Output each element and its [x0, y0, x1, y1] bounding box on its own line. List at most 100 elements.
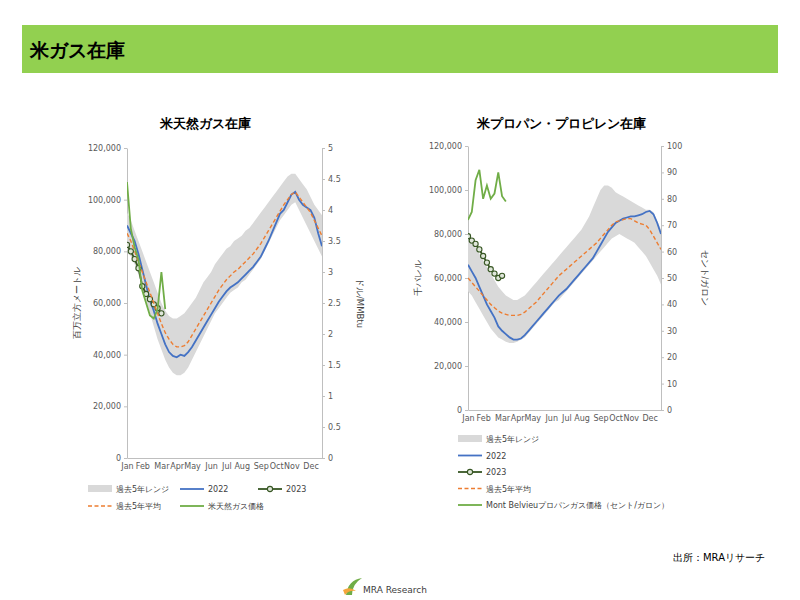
tick-label: 100: [667, 142, 682, 151]
tick-mark: [661, 199, 664, 200]
tick-label: Jan: [461, 414, 474, 423]
tick-label: 60: [667, 248, 677, 257]
tick-label: 60,000: [434, 274, 462, 283]
tick: Mar: [154, 462, 170, 471]
tick: Sep: [593, 414, 608, 423]
tick-mark: [124, 303, 127, 304]
legend-item: 2022: [458, 452, 506, 461]
tick: 120,000: [88, 144, 127, 153]
tick: Jan: [461, 414, 474, 423]
tick-label: 90: [667, 168, 677, 177]
tick: 0.5: [322, 423, 341, 432]
tick: 20: [661, 353, 677, 362]
y-axis: 020,00040,00060,00080,000100,000120,000: [429, 142, 469, 415]
tick-label: Mar: [154, 462, 170, 471]
legend-item: Mont Belvieuプロパンガス価格（セント/ガロン）: [458, 501, 669, 510]
tick-label: 1.5: [328, 361, 341, 370]
tick-label: May: [525, 414, 542, 423]
tick-mark: [124, 148, 127, 149]
tick: Aug: [574, 414, 590, 423]
marker: [481, 253, 486, 258]
tick-label: Jan: [120, 462, 133, 471]
tick: 3: [322, 268, 333, 277]
legend-swatch: [88, 505, 112, 506]
tick-label: 2.5: [328, 299, 341, 308]
tick-label: 0: [667, 406, 672, 415]
legend-swatch: [458, 455, 482, 457]
tick-mark: [661, 304, 664, 305]
tick-mark: [322, 179, 325, 180]
marker: [159, 311, 164, 316]
tick-mark: [322, 241, 325, 242]
tick: 5: [322, 144, 333, 153]
marker: [128, 249, 133, 254]
tick: 20,000: [434, 362, 468, 371]
tick: Mar: [495, 414, 511, 423]
legend-item: 2023: [458, 468, 506, 477]
tick: Dec: [642, 414, 657, 423]
tick-label: Oct: [609, 414, 623, 423]
tick: 3.5: [322, 237, 341, 246]
tick-label: 4: [328, 206, 333, 215]
tick: Nov: [284, 462, 300, 471]
tick: 4.5: [322, 175, 341, 184]
tick-mark: [661, 172, 664, 173]
series-line: [468, 211, 661, 340]
tick-mark: [124, 251, 127, 252]
tick-label: 80,000: [93, 247, 121, 256]
tick-label: 5: [328, 144, 333, 153]
tick-mark: [465, 190, 468, 191]
tick: Nov: [623, 414, 639, 423]
tick-mark: [124, 406, 127, 407]
tick-mark: [322, 272, 325, 273]
tick-label: 60,000: [93, 299, 121, 308]
tick: 40,000: [434, 318, 468, 327]
tick: Feb: [136, 462, 150, 471]
logo-text: MRA Research: [363, 585, 427, 595]
tick-label: Jun: [545, 414, 559, 423]
series-line: [468, 219, 661, 316]
tick: 1.5: [322, 361, 341, 370]
tick: May: [525, 414, 542, 423]
tick-label: 3: [328, 268, 333, 277]
tick: Dec: [303, 462, 318, 471]
legend-item: 過去5年レンジ: [458, 435, 539, 444]
legend-label: 過去5年平均: [116, 502, 161, 511]
tick-label: 100,000: [88, 196, 121, 205]
tick: Apr: [170, 462, 185, 471]
tick: 40,000: [93, 351, 127, 360]
tick: Jan: [120, 462, 133, 471]
tick-mark: [465, 366, 468, 367]
legend-label: 過去5年平均: [486, 485, 531, 494]
legend-label: 米天然ガス価格: [208, 502, 264, 511]
tick: 1: [322, 392, 333, 401]
tick: 4: [322, 206, 333, 215]
y2-axis-title: セント/ガロン: [700, 250, 710, 307]
tick-label: Aug: [574, 414, 590, 423]
tick: May: [184, 462, 201, 471]
tick: 120,000: [429, 142, 468, 151]
tick: Aug: [234, 462, 250, 471]
legend-swatch: [180, 505, 204, 507]
tick: 60,000: [93, 299, 127, 308]
tick-label: 40,000: [434, 318, 462, 327]
chart: 米プロパン・プロピレン在庫020,00040,00060,00080,00010…: [413, 116, 710, 510]
y-axis-title: 千バレル: [413, 260, 423, 296]
tick-label: Mar: [495, 414, 511, 423]
legend: 過去5年レンジ 2022 2023 過去5年平均 Mont Belvieuプロパンガス価…: [458, 435, 669, 510]
y-axis-title: 百万立方メートル: [72, 267, 82, 339]
tick-label: Dec: [642, 414, 657, 423]
tick-mark: [661, 331, 664, 332]
marker: [473, 241, 478, 246]
tick-mark: [465, 410, 468, 411]
tick: 2.5: [322, 299, 341, 308]
tick-label: 4.5: [328, 175, 341, 184]
tick: 20,000: [93, 402, 127, 411]
tick: 80,000: [434, 230, 468, 239]
marker: [477, 247, 482, 252]
legend-item: 2023: [258, 485, 306, 494]
tick-label: Feb: [477, 414, 491, 423]
legend-swatch: [458, 435, 482, 442]
tick: 60: [661, 248, 677, 257]
tick-mark: [322, 148, 325, 149]
